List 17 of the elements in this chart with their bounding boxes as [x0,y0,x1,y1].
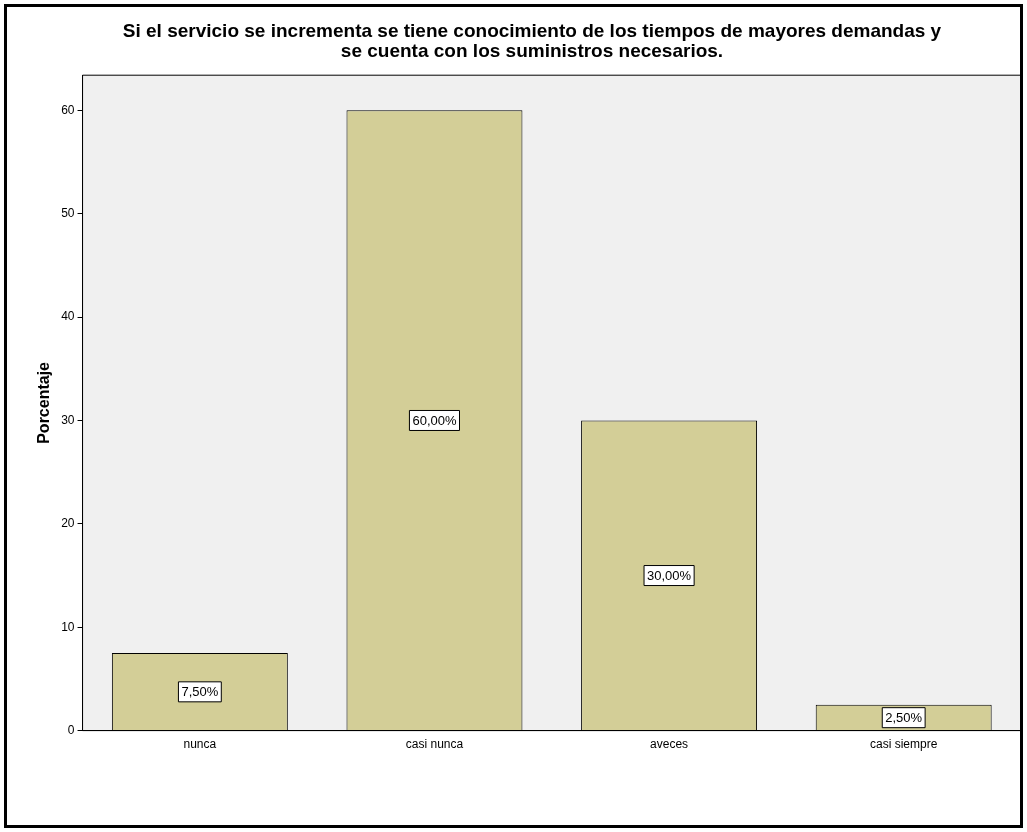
y-axis-title: Porcentaje [35,361,53,444]
y-tick-label: 50 [61,206,75,221]
x-tick-label: casi siempre [870,737,938,752]
chart-title: Si el servicio se incrementa se tiene conocimiento de los tiempos de mayores demandas y se cuenta con los suministros necesarios. [121,20,943,61]
data-label: 2,50% [885,710,923,726]
y-tick-label: 0 [67,722,75,737]
data-label: 60,00% [412,413,457,429]
y-tick-label: 40 [61,309,75,324]
y-tick-label: 30 [61,412,75,427]
y-tick-label: 60 [61,102,75,117]
data-label: 30,00% [647,568,692,584]
x-tick-label: nunca [183,737,217,752]
y-tick-label: 10 [61,619,75,634]
x-tick-label: casi nunca [405,737,464,752]
x-tick-label: aveces [650,737,689,752]
data-label: 7,50% [181,684,219,700]
y-tick-label: 20 [61,516,75,531]
